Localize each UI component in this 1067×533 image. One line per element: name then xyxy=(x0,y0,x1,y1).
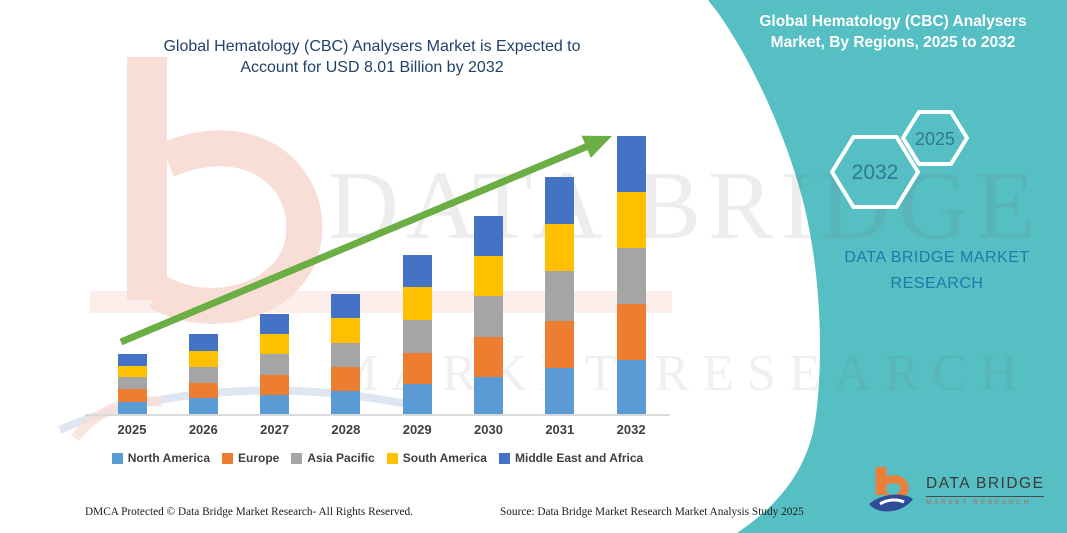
chart-legend: North America Europe Asia Pacific South Ame… xyxy=(85,451,670,465)
hexagons: 2032 2025 xyxy=(820,100,980,215)
logo-d-swoosh xyxy=(869,494,913,512)
x-axis-labels: 2025 2026 2027 2028 2029 2030 2031 2032 xyxy=(85,422,670,440)
footer-dmca-text: DMCA Protected © Data Bridge Market Rese… xyxy=(85,506,413,518)
brand-wordmark-line2: RESEARCH xyxy=(890,275,984,292)
trend-arrow xyxy=(119,135,612,346)
logo-d-swoosh-gap xyxy=(879,498,905,506)
legend-label-south-america: South America xyxy=(402,451,487,465)
bar-2025-segment-asia-pacific xyxy=(117,377,147,389)
bar-2025-segment-middle-east-and-africa xyxy=(117,353,147,366)
bar-2030-segment-south-america xyxy=(474,255,503,297)
legend-item-north-america: North America xyxy=(111,451,211,465)
bar-2031-segment-middle-east-and-africa xyxy=(545,177,575,224)
bar-2028-segment-europe xyxy=(331,367,361,392)
hexagon-2025-label: 2025 xyxy=(915,129,955,149)
x-axis-line xyxy=(85,414,670,416)
bar-2028-segment-south-america xyxy=(331,317,361,343)
hexagon-2025-shape xyxy=(901,110,969,166)
x-axis-label-2027: 2027 xyxy=(260,422,290,437)
legend-swatch-europe xyxy=(222,452,234,464)
dbmr-logo-text: DATA BRIDGE MARKET RESEARCH xyxy=(926,475,1045,506)
bar-2029-segment-middle-east-and-africa xyxy=(402,255,432,287)
bar-2032-segment-north-america xyxy=(616,359,646,414)
chart-title-line1: Global Hematology (CBC) Analysers Market… xyxy=(163,38,581,55)
bar-2027-segment-south-america xyxy=(260,334,290,355)
bar-2025-segment-south-america xyxy=(117,365,147,378)
legend-item-asia-pacific: Asia Pacific xyxy=(291,451,375,465)
bar-2028-segment-north-america xyxy=(331,391,361,414)
bar-2026-segment-middle-east-and-africa xyxy=(188,334,218,352)
right-panel-title-line2: Market, By Regions, 2025 to 2032 xyxy=(770,34,1016,51)
bar-2027-segment-europe xyxy=(260,374,290,395)
bar-2028-segment-asia-pacific xyxy=(331,342,361,368)
x-axis-label-2029: 2029 xyxy=(402,422,432,437)
brand-wordmark-line1: DATA BRIDGE MARKET xyxy=(844,249,1030,266)
legend-item-europe: Europe xyxy=(222,451,279,465)
footer-source-text: Source: Data Bridge Market Research Mark… xyxy=(500,506,804,518)
legend-label-asia-pacific: Asia Pacific xyxy=(307,451,375,465)
trend-arrow-line xyxy=(119,142,590,346)
x-axis-label-2026: 2026 xyxy=(188,422,218,437)
chart-title: Global Hematology (CBC) Analysers Market… xyxy=(88,36,656,78)
bar-2026 xyxy=(188,334,218,414)
dbmr-logo-subtitle: MARKET RESEARCH xyxy=(926,498,1031,506)
legend-label-europe: Europe xyxy=(238,451,280,465)
dbmr-logo-icon xyxy=(869,467,913,512)
bar-chart-plot-area xyxy=(85,128,670,416)
dbmr-logo-name: DATA BRIDGE xyxy=(926,475,1045,497)
bar-2032-segment-europe xyxy=(616,304,646,360)
bar-2029-segment-europe xyxy=(402,352,432,384)
bar-2026-segment-asia-pacific xyxy=(188,367,218,383)
right-panel-title: Global Hematology (CBC) Analysers Market… xyxy=(740,11,1046,53)
chart-title-line2: Account for USD 8.01 Billion by 2032 xyxy=(240,59,504,76)
hexagons-graphic: 2032 2025 xyxy=(830,110,969,209)
bar-2030-segment-europe xyxy=(474,337,503,377)
legend-label-north-america: North America xyxy=(127,451,211,465)
brand-wordmark: DATA BRIDGE MARKET RESEARCH xyxy=(812,245,1062,297)
bar-2029-segment-asia-pacific xyxy=(402,320,432,353)
hexagon-2032-label: 2032 xyxy=(852,161,899,184)
bar-2031-segment-north-america xyxy=(545,368,575,414)
hexagon-2032-shape xyxy=(830,135,920,209)
bar-2026-segment-south-america xyxy=(188,351,218,368)
bar-2031-segment-europe xyxy=(545,321,575,369)
x-axis-label-2028: 2028 xyxy=(331,422,361,437)
legend-item-middle-east-and-africa: Middle East and Africa xyxy=(498,451,644,465)
legend-swatch-south-america xyxy=(386,452,398,464)
bar-2030-segment-middle-east-and-africa xyxy=(474,216,503,256)
legend-swatch-asia-pacific xyxy=(291,452,303,464)
x-axis-label-2031: 2031 xyxy=(545,422,575,437)
legend-item-south-america: South America xyxy=(386,451,487,465)
legend-swatch-middle-east-and-africa xyxy=(498,452,510,464)
x-axis-label-2032: 2032 xyxy=(616,422,646,437)
bar-2027-segment-north-america xyxy=(260,394,290,414)
dbmr-logo: DATA BRIDGE MARKET RESEARCH xyxy=(866,463,1045,517)
trend-arrow-head xyxy=(581,135,612,158)
bar-2030-segment-north-america xyxy=(474,376,503,414)
legend-swatch-north-america xyxy=(111,452,123,464)
right-panel-title-line1: Global Hematology (CBC) Analysers xyxy=(759,13,1027,30)
bar-2026-segment-north-america xyxy=(188,398,218,414)
bar-2027-segment-asia-pacific xyxy=(260,354,290,375)
bar-2029 xyxy=(402,255,432,414)
bar-2030 xyxy=(474,216,503,414)
teal-band-shape xyxy=(708,0,1067,533)
bar-2031-segment-south-america xyxy=(545,223,575,271)
x-axis-label-2025: 2025 xyxy=(117,422,147,437)
bar-2026-segment-europe xyxy=(188,382,218,399)
legend-label-middle-east-and-africa: Middle East and Africa xyxy=(514,451,644,465)
bar-2032-segment-middle-east-and-africa xyxy=(616,136,646,193)
bar-2029-segment-north-america xyxy=(402,383,432,414)
bar-2032-segment-south-america xyxy=(616,192,646,248)
x-axis-label-2030: 2030 xyxy=(474,422,503,437)
